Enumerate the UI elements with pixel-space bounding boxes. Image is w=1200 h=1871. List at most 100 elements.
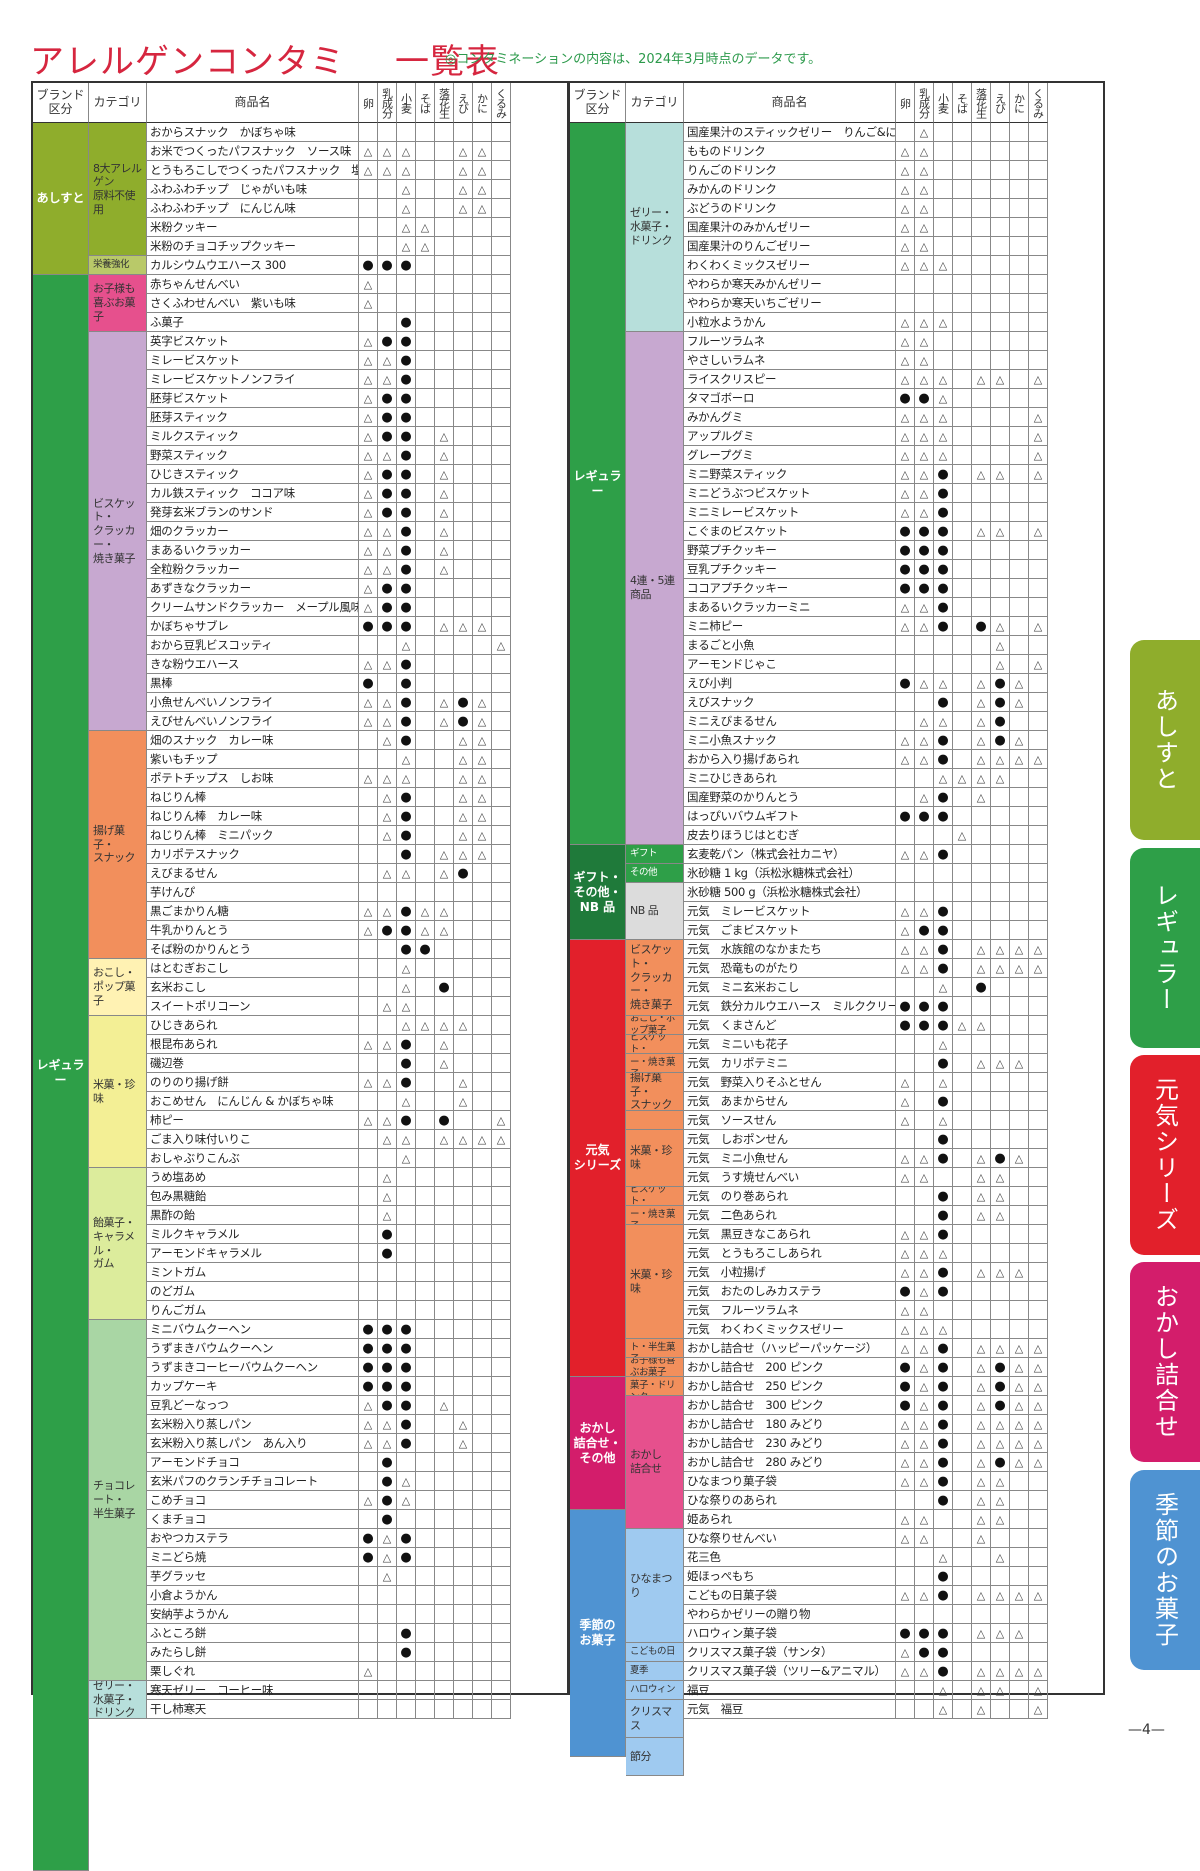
allergen-mark [454, 1339, 473, 1358]
allergen-mark [454, 465, 473, 484]
allergen-mark [915, 1206, 934, 1225]
allergen-mark: ● [397, 522, 416, 541]
category-cell: ビスケット・ [626, 1187, 684, 1206]
allergen-mark [492, 1529, 511, 1548]
allergen-mark [416, 1605, 435, 1624]
allergen-mark [378, 1149, 397, 1168]
allergen-mark: △ [397, 1016, 416, 1035]
allergen-mark: △ [359, 693, 378, 712]
allergen-mark: ● [934, 788, 953, 807]
allergen-mark [1010, 1681, 1029, 1700]
allergen-mark: ● [397, 408, 416, 427]
side-tab[interactable]: 元気シリーズ [1130, 1055, 1200, 1255]
allergen-mark [991, 1016, 1010, 1035]
allergen-mark [416, 1130, 435, 1149]
side-tab[interactable]: レギュラー [1130, 848, 1200, 1048]
allergen-mark: ● [915, 541, 934, 560]
allergen-mark: ● [915, 1624, 934, 1643]
allergen-mark: △ [378, 769, 397, 788]
allergen-mark [473, 1415, 492, 1434]
allergen-mark [1029, 541, 1048, 560]
allergen-mark [492, 807, 511, 826]
allergen-mark [953, 883, 972, 902]
side-tab[interactable]: あしすと [1130, 640, 1200, 840]
allergen-mark: △ [896, 408, 915, 427]
allergen-mark [416, 1377, 435, 1396]
allergen-mark [473, 446, 492, 465]
allergen-mark: ● [378, 1472, 397, 1491]
allergen-mark [416, 1320, 435, 1339]
allergen-mark: △ [915, 351, 934, 370]
allergen-mark [492, 1206, 511, 1225]
allergen-mark [492, 1510, 511, 1529]
category-cell: ゼリー・水菓子・ ドリンク [89, 1681, 147, 1719]
product-name: 野菜スティック [147, 446, 359, 465]
product-name: 元気 ミニ玄米おこし [684, 978, 896, 997]
allergen-mark [1029, 1168, 1048, 1187]
allergen-mark [1010, 1092, 1029, 1111]
allergen-mark [473, 1624, 492, 1643]
allergen-mark [953, 598, 972, 617]
product-name: ふところ餅 [147, 1624, 359, 1643]
allergen-mark [1010, 1548, 1029, 1567]
allergen-mark: △ [915, 256, 934, 275]
allergen-mark [435, 199, 454, 218]
allergen-mark [934, 1529, 953, 1548]
allergen-mark [473, 997, 492, 1016]
allergen-mark [492, 1396, 511, 1415]
allergen-mark [915, 1681, 934, 1700]
product-name: えび小判 [684, 674, 896, 693]
product-name: ミニどうぶつビスケット [684, 484, 896, 503]
allergen-mark [416, 142, 435, 161]
allergen-mark [492, 1054, 511, 1073]
allergen-mark [473, 522, 492, 541]
allergen-mark [991, 256, 1010, 275]
allergen-mark [435, 731, 454, 750]
product-name: 元気 カリポテミニ [684, 1054, 896, 1073]
allergen-mark [492, 1681, 511, 1700]
allergen-mark [991, 1529, 1010, 1548]
side-tab[interactable]: おかし詰合せ [1130, 1262, 1200, 1462]
allergen-mark [991, 123, 1010, 142]
allergen-mark [991, 845, 1010, 864]
allergen-mark [473, 1016, 492, 1035]
product-name: ライスクリスピー [684, 370, 896, 389]
allergen-mark: △ [435, 617, 454, 636]
allergen-mark [1010, 579, 1029, 598]
allergen-mark [359, 883, 378, 902]
allergen-mark [972, 883, 991, 902]
product-name: 国産果汁のスティックゼリー りんご&にんじん [684, 123, 896, 142]
allergen-mark [454, 503, 473, 522]
allergen-mark [1029, 1301, 1048, 1320]
product-name: もものドリンク [684, 142, 896, 161]
product-name: 安納芋ようかん [147, 1605, 359, 1624]
allergen-mark [953, 1301, 972, 1320]
product-name: 豆乳プチクッキー [684, 560, 896, 579]
allergen-mark [953, 978, 972, 997]
allergen-mark [416, 1358, 435, 1377]
allergen-mark [896, 294, 915, 313]
allergen-mark [435, 807, 454, 826]
side-tab[interactable]: 季節のお菓子 [1130, 1470, 1200, 1670]
allergen-mark: △ [1029, 940, 1048, 959]
allergen-mark [454, 484, 473, 503]
allergen-mark: △ [972, 769, 991, 788]
allergen-mark [1010, 883, 1029, 902]
allergen-mark [972, 1092, 991, 1111]
allergen-mark: ● [934, 1206, 953, 1225]
allergen-mark: △ [435, 902, 454, 921]
allergen-mark: △ [1010, 1149, 1029, 1168]
allergen-mark: △ [915, 142, 934, 161]
product-name: アーモンドチョコ [147, 1453, 359, 1472]
allergen-mark [473, 655, 492, 674]
allergen-mark [435, 1263, 454, 1282]
allergen-mark [953, 560, 972, 579]
product-name: カルシウムウエハース 300 [147, 256, 359, 275]
product-name: ミニえびまるせん [684, 712, 896, 731]
allergen-mark [416, 1681, 435, 1700]
allergen-mark [416, 1035, 435, 1054]
allergen-mark: △ [972, 1491, 991, 1510]
allergen-mark: △ [1010, 750, 1029, 769]
allergen-mark: △ [915, 218, 934, 237]
allergen-mark: △ [972, 959, 991, 978]
